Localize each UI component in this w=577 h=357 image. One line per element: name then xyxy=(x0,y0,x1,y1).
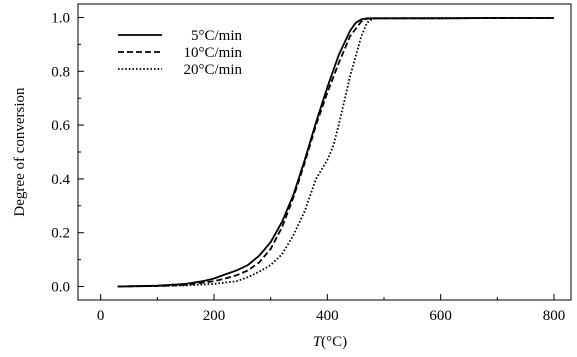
y-tick-label: 0.4 xyxy=(51,172,70,188)
x-tick-label: 0 xyxy=(97,308,105,324)
legend-label: 5°C/min xyxy=(191,28,243,44)
series-line-dotted xyxy=(117,17,554,288)
x-tick-label: 400 xyxy=(316,308,339,324)
x-tick-label: 200 xyxy=(203,308,226,324)
x-axis-title-symbol: T xyxy=(313,334,323,350)
x-tick-label: 800 xyxy=(543,308,566,324)
series-lines xyxy=(117,17,554,288)
plot-frame xyxy=(77,3,572,301)
legend-label: 20°C/min xyxy=(183,62,242,78)
legend-label: 10°C/min xyxy=(183,45,242,61)
x-axis-title: T(°C) xyxy=(313,334,347,350)
y-tick-label: 0.8 xyxy=(51,64,70,80)
y-axis-title: Degree of conversion xyxy=(12,87,28,217)
axis-ticks: 0 200 400 600 800 0.0 0.2 0.4 0.6 0.8 1.0 xyxy=(51,10,565,324)
y-tick-label: 1.0 xyxy=(51,10,70,26)
series-line-dashed xyxy=(117,17,554,288)
series-line-solid xyxy=(117,17,554,288)
y-tick-label: 0.2 xyxy=(51,226,70,242)
x-tick-label: 600 xyxy=(429,308,452,324)
y-tick-label: 0.0 xyxy=(51,280,70,296)
y-tick-label: 0.6 xyxy=(51,118,70,134)
x-axis-title-unit: (°C) xyxy=(321,334,347,350)
